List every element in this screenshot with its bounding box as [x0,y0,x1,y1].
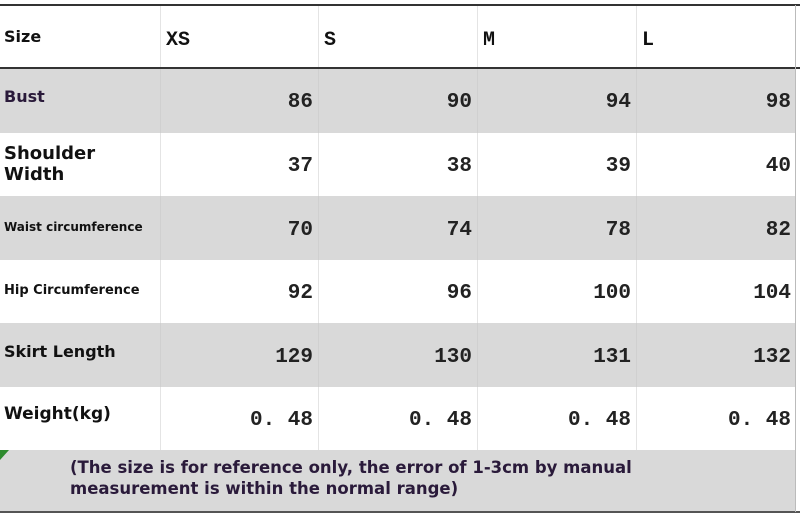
row-label: Waist circumference [4,220,143,235]
row-label-cell: Skirt Length [0,323,160,387]
cell-value: 92 [160,260,318,323]
cell-value: 129 [160,323,318,387]
table-row: Skirt Length 129 130 131 132 [0,323,796,387]
cell-value: 94 [477,68,636,133]
cell-value: 40 [636,133,796,196]
header-label: Size [4,26,42,46]
row-label-cell: Shoulder Width [0,133,160,196]
cell-value: 0. 48 [477,387,636,450]
row-label-cell: Hip Circumference [0,260,160,323]
right-border [795,5,796,512]
cell-value: 78 [477,196,636,260]
cell-value: 100 [477,260,636,323]
table-row: Weight(kg) 0. 48 0. 48 0. 48 0. 48 [0,387,796,450]
cell-value: 70 [160,196,318,260]
cell-value: 74 [318,196,477,260]
cell-value: 86 [160,68,318,133]
cell-value: 38 [318,133,477,196]
table-row: Waist circumference 70 74 78 82 [0,196,796,260]
row-label: Weight(kg) [4,404,111,424]
size-header: L [636,6,796,68]
row-label-cell: Bust [0,68,160,133]
table-row: Hip Circumference 92 96 100 104 [0,260,796,323]
cell-value: 82 [636,196,796,260]
table-row: Shoulder Width 37 38 39 40 [0,133,796,196]
cell-value: 104 [636,260,796,323]
size-header: M [477,6,636,68]
row-label: Shoulder Width [4,142,96,185]
row-label: Bust [4,87,45,106]
note-row [0,450,796,512]
table-row: Bust 86 90 94 98 [0,68,796,133]
cell-value: 130 [318,323,477,387]
size-header: XS [160,6,318,68]
cell-value: 90 [318,68,477,133]
note: (The size is for reference only, the err… [70,458,632,498]
cell-value: 39 [477,133,636,196]
top-border [0,4,800,6]
cell-value: 0. 48 [160,387,318,450]
header-border [0,67,800,69]
size-header: S [318,6,477,68]
bottom-border [0,511,800,513]
cell-value: 96 [318,260,477,323]
cell-value: 0. 48 [636,387,796,450]
cell-value: 37 [160,133,318,196]
header-row: Size XS S M L [0,6,796,68]
row-label: Hip Circumference [4,283,140,299]
row-label-cell: Waist circumference [0,196,160,260]
row-label: Skirt Length [4,342,116,361]
cell-value: 98 [636,68,796,133]
cell-value: 0. 48 [318,387,477,450]
row-label-cell: Weight(kg) [0,387,160,450]
cell-value: 131 [477,323,636,387]
corner-mark [0,450,9,460]
cell-value: 132 [636,323,796,387]
